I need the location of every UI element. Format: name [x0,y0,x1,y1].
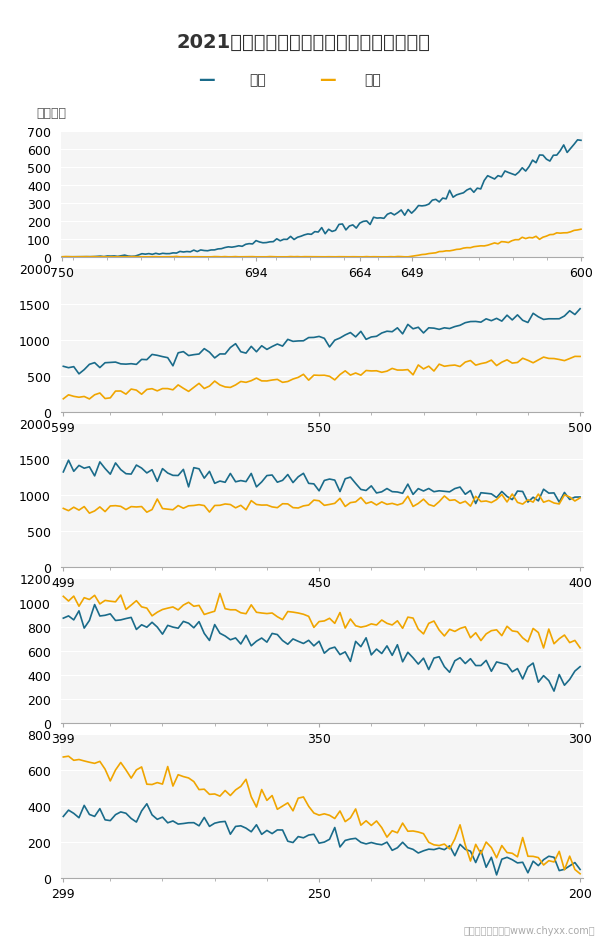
Text: 物理: 物理 [249,74,266,87]
Text: 制图：智研咨询（www.chyxx.com）: 制图：智研咨询（www.chyxx.com） [463,924,595,935]
Text: 历史: 历史 [364,74,381,87]
Text: —: — [319,71,336,90]
Text: 2021年广东省高考考生各分数段明细统计图: 2021年广东省高考考生各分数段明细统计图 [177,33,430,52]
Text: 单位：人: 单位：人 [36,107,66,120]
Text: —: — [198,71,215,90]
